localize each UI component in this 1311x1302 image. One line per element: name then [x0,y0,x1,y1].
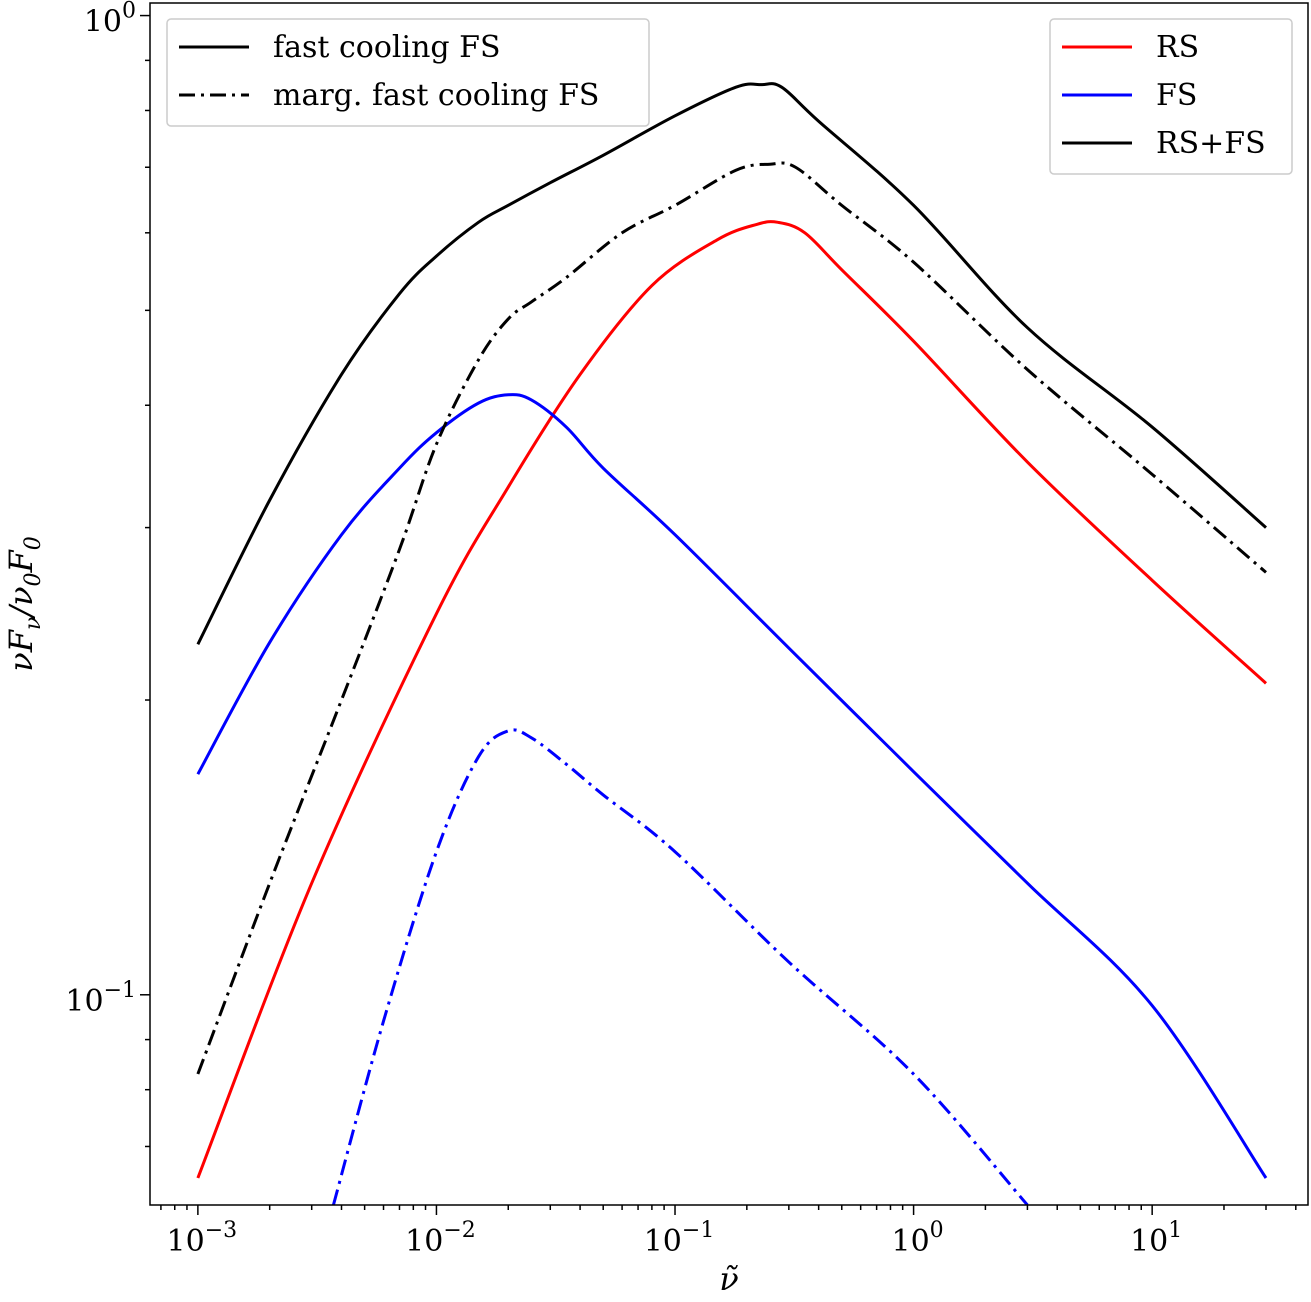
legend-label: FS [1156,78,1197,113]
series-line-1 [196,393,1268,1179]
series-layer [196,82,1268,1205]
x-tick-label: 10−1 [644,1218,715,1259]
legend-label: RS+FS [1156,126,1266,161]
x-tick-label: 10−2 [405,1218,476,1259]
y-label-sub-0b: 0 [21,536,46,550]
y-label-F: F [2,628,40,653]
legend-label: fast cooling FS [273,30,501,65]
series-line-3 [196,161,1267,1075]
ticks-layer: 10−3 10−2 10−1 100 101 10−1 100 [65,0,1297,1259]
y-label-sub-nu: ν [21,617,46,630]
x-tick-label: 10−3 [167,1218,238,1259]
legend-upper-left: fast cooling FS marg. fast cooling FS [166,18,650,127]
plot-frame [149,2,1309,1206]
y-axis-label: νFν/ν0F0 [2,536,46,671]
x-tick-label: 101 [1130,1218,1182,1259]
y-label-sub-0a: 0 [21,572,46,586]
y-label-slash: /ν [2,586,40,619]
legend-layer: fast cooling FS marg. fast cooling FS RS FS… [166,18,1293,175]
legend-upper-right: RS FS RS+FS [1049,18,1293,175]
y-label-nu: ν [2,652,40,671]
series-line-4 [331,728,1029,1205]
y-tick-label: 10−1 [65,978,136,1019]
legend-label: RS [1156,30,1199,65]
series-line-2 [196,82,1267,645]
series-line-0 [196,220,1267,1179]
x-tick-label: 100 [891,1218,943,1259]
y-tick-label: 100 [84,0,136,40]
x-axis-label: ν̃ [719,1260,738,1298]
y-label-F0: F [2,548,40,573]
legend-label: marg. fast cooling FS [273,78,599,113]
